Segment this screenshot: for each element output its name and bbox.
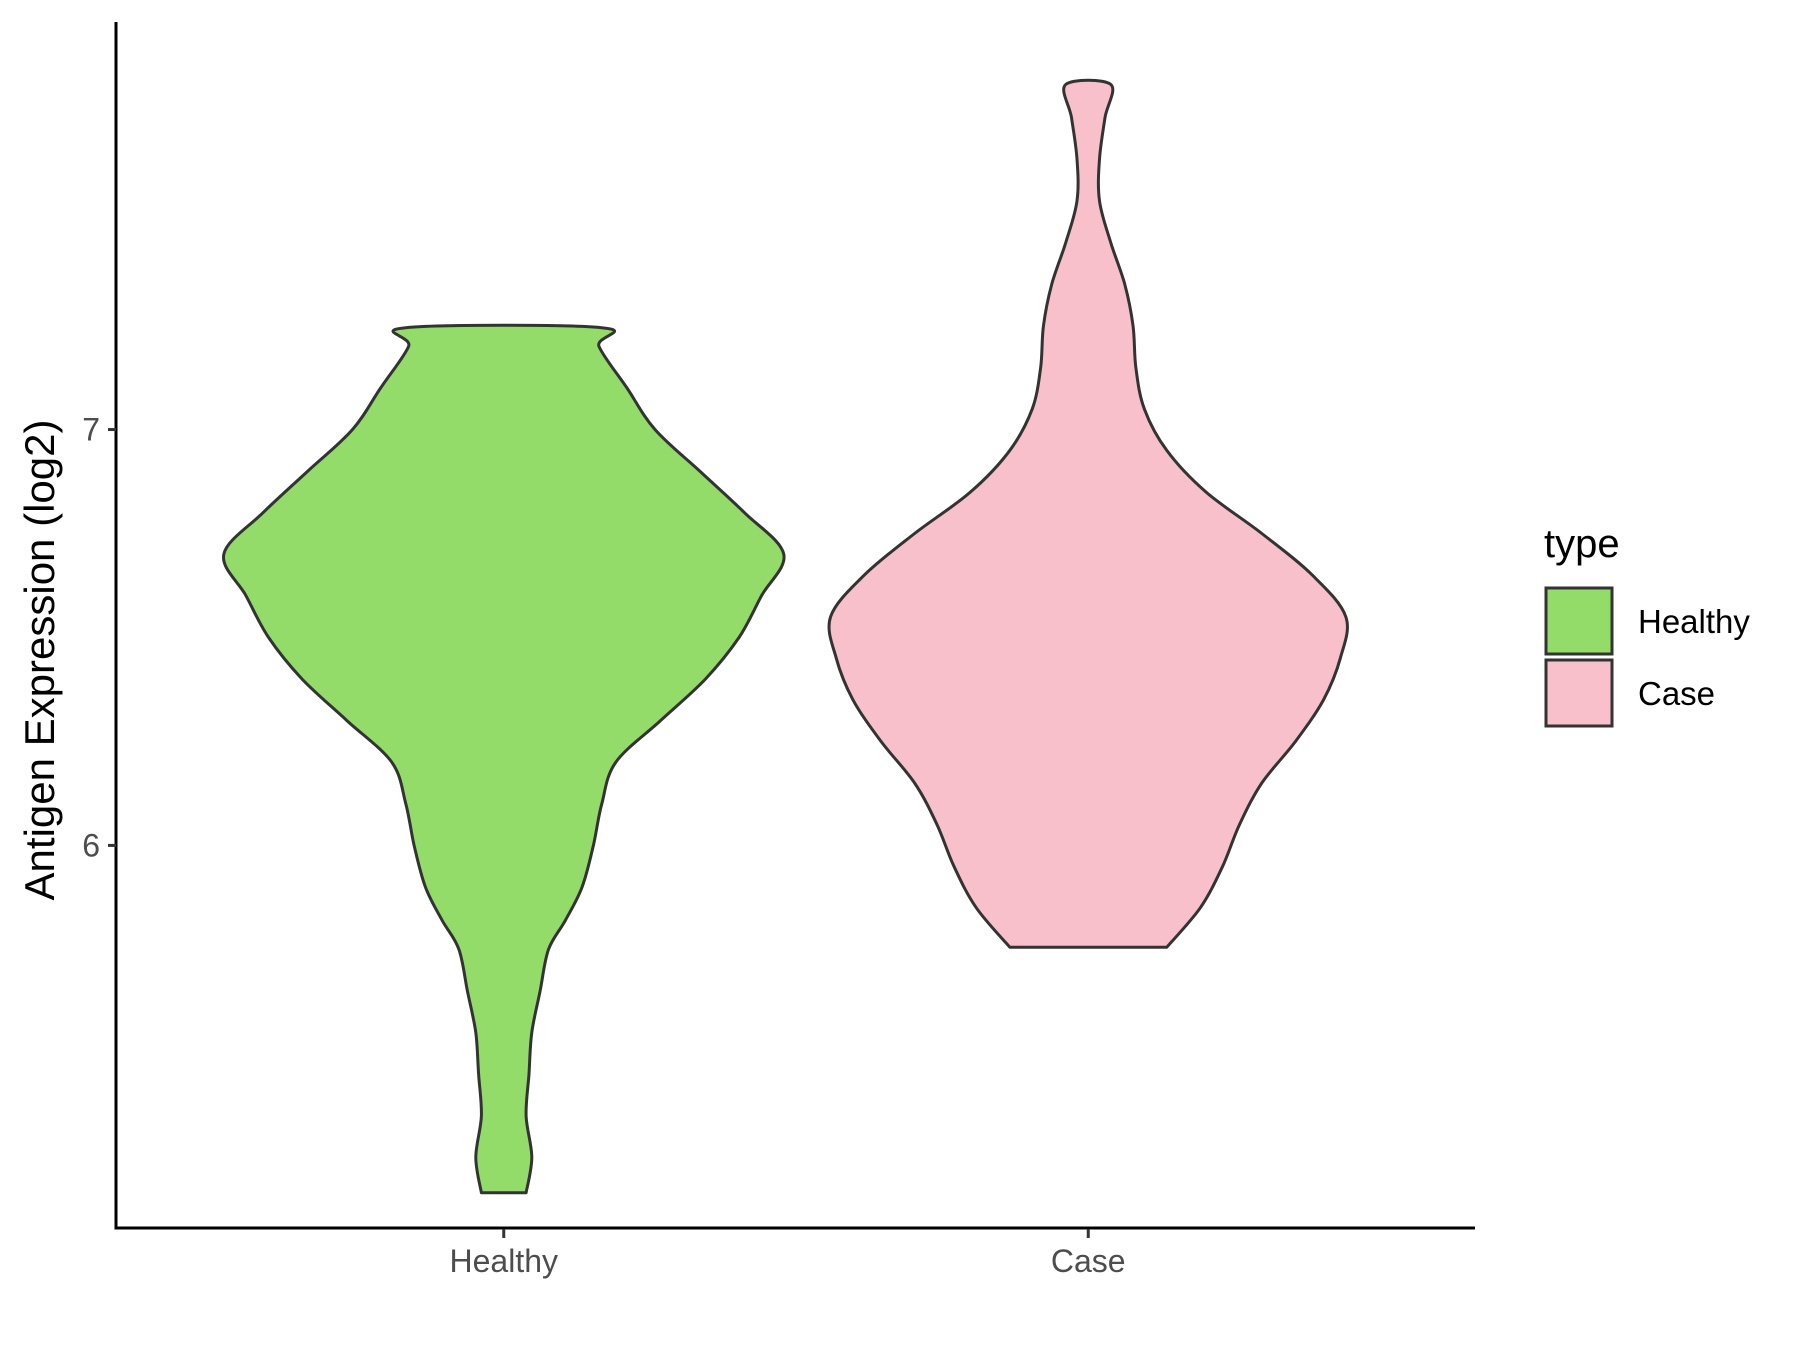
y-tick-label: 6 (82, 827, 100, 863)
violin-healthy (222, 323, 786, 1195)
violin-case (827, 78, 1349, 949)
legend-label: Healthy (1638, 603, 1750, 640)
legend-title: type (1544, 522, 1620, 566)
legend: type Healthy Case (1544, 522, 1750, 728)
x-ticks: Healthy Case (450, 1229, 1126, 1279)
legend-label: Case (1638, 675, 1715, 712)
y-axis-title: Antigen Expression (log2) (16, 420, 63, 901)
violins (222, 78, 1349, 1195)
x-tick-label: Healthy (450, 1243, 559, 1279)
legend-swatch (1544, 658, 1614, 728)
legend-items: Healthy Case (1544, 586, 1750, 728)
x-tick-label: Case (1051, 1243, 1126, 1279)
y-ticks: 67 (82, 412, 116, 863)
legend-swatch (1544, 586, 1614, 656)
y-tick-label: 7 (82, 412, 100, 448)
